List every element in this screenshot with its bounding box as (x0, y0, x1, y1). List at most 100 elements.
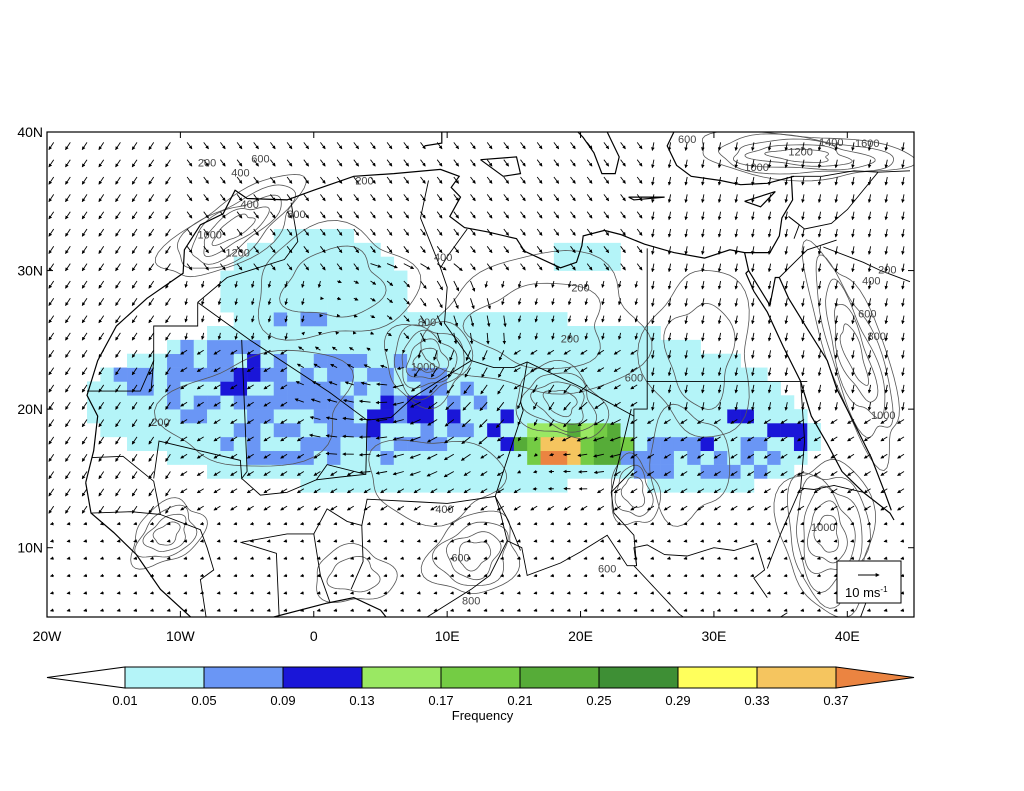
colorbar-right-triangle (835, 666, 915, 689)
frequency-cell (473, 409, 488, 424)
frequency-cell (513, 423, 528, 438)
wind-vector (186, 159, 193, 167)
contour-label: 200 (198, 158, 216, 170)
frequency-cell (367, 409, 381, 424)
wind-vector (203, 176, 209, 184)
wind-vector (196, 419, 204, 424)
frequency-cell (647, 409, 661, 424)
frequency-cell (673, 395, 688, 410)
wind-vector (186, 263, 193, 271)
coastline (628, 196, 665, 201)
frequency-cell (287, 450, 301, 465)
wind-vector (230, 401, 238, 407)
frequency-cell (353, 298, 368, 313)
frequency-cell (460, 395, 475, 410)
wind-vector (165, 315, 171, 324)
topography-contour (515, 359, 610, 440)
frequency-cell (540, 326, 555, 341)
frequency-cell (340, 423, 355, 438)
wind-vector (131, 194, 138, 203)
frequency-cell (393, 381, 408, 396)
wind-vector (166, 539, 171, 543)
frequency-cell (300, 270, 315, 285)
frequency-cell (247, 339, 261, 355)
wind-vector (98, 142, 105, 151)
frequency-cell (340, 381, 355, 396)
wind-vector (270, 194, 276, 202)
wind-vector (115, 159, 121, 168)
topography-contour (368, 439, 507, 527)
frequency-cell (393, 395, 408, 410)
frequency-cell (727, 367, 741, 382)
frequency-cell (433, 409, 448, 424)
wind-vector (81, 350, 88, 358)
frequency-cell (273, 312, 288, 327)
country-border (778, 239, 837, 278)
wind-vector (131, 350, 138, 358)
colorbar-label: 0.37 (823, 693, 848, 708)
frequency-cell (247, 270, 261, 285)
contour-label: 600 (858, 309, 876, 321)
colorbar-label: 0.21 (507, 693, 532, 708)
wind-vector (180, 401, 188, 407)
country-border (150, 360, 155, 392)
colorbar-title: Frequency (452, 708, 514, 723)
frequency-cell (433, 395, 448, 410)
country-border (633, 381, 648, 417)
wind-vector (148, 280, 155, 289)
wind-vector (578, 470, 588, 474)
country-border (823, 246, 911, 283)
contour-label: 400 (231, 167, 249, 179)
wind-vector (115, 142, 121, 151)
frequency-cell (340, 229, 355, 244)
frequency-cell (353, 436, 368, 452)
wind-vector (65, 471, 71, 480)
country-border (610, 408, 632, 493)
frequency-cell (713, 381, 728, 396)
frequency-cell (660, 450, 675, 465)
frequency-cell (753, 436, 768, 452)
frequency-cell (127, 395, 141, 410)
frequency-cell (393, 450, 408, 465)
frequency-cell (340, 339, 355, 355)
wind-vector (246, 401, 254, 407)
wind-vector (131, 211, 138, 220)
frequency-cell (407, 464, 421, 479)
frequency-cell (420, 478, 435, 493)
wind-vector (246, 349, 254, 355)
frequency-cell (300, 339, 315, 355)
frequency-cell (287, 312, 301, 327)
wind-vector (251, 332, 255, 340)
frequency-cell (580, 381, 595, 396)
wind-vector (98, 505, 105, 514)
frequency-cell (260, 298, 275, 313)
frequency-cell (673, 381, 688, 396)
frequency-cell (153, 423, 168, 438)
frequency-cell (807, 436, 821, 452)
frequency-cell (620, 381, 635, 396)
frequency-cell (100, 367, 114, 382)
frequency-cell (447, 353, 461, 368)
wind-vector (66, 608, 71, 612)
wind-vector (270, 159, 276, 167)
frequency-cell (153, 381, 168, 396)
frequency-cell (287, 326, 301, 341)
frequency-cell (233, 353, 248, 368)
wind-vector (183, 591, 188, 595)
frequency-cell (793, 450, 808, 465)
frequency-cell (340, 270, 355, 285)
wind-vector (115, 315, 121, 324)
frequency-cell (220, 409, 235, 424)
coastline (480, 156, 522, 177)
wind-vector (267, 315, 272, 323)
frequency-cell (767, 409, 781, 424)
wind-vector (236, 176, 243, 184)
frequency-cell (233, 395, 248, 410)
frequency-cell (193, 353, 208, 368)
wind-vector (83, 521, 88, 526)
frequency-cell (473, 423, 488, 438)
frequency-cell (713, 450, 728, 465)
frequency-cell (740, 464, 755, 479)
wind-vector (217, 332, 222, 340)
country-border (153, 339, 248, 480)
